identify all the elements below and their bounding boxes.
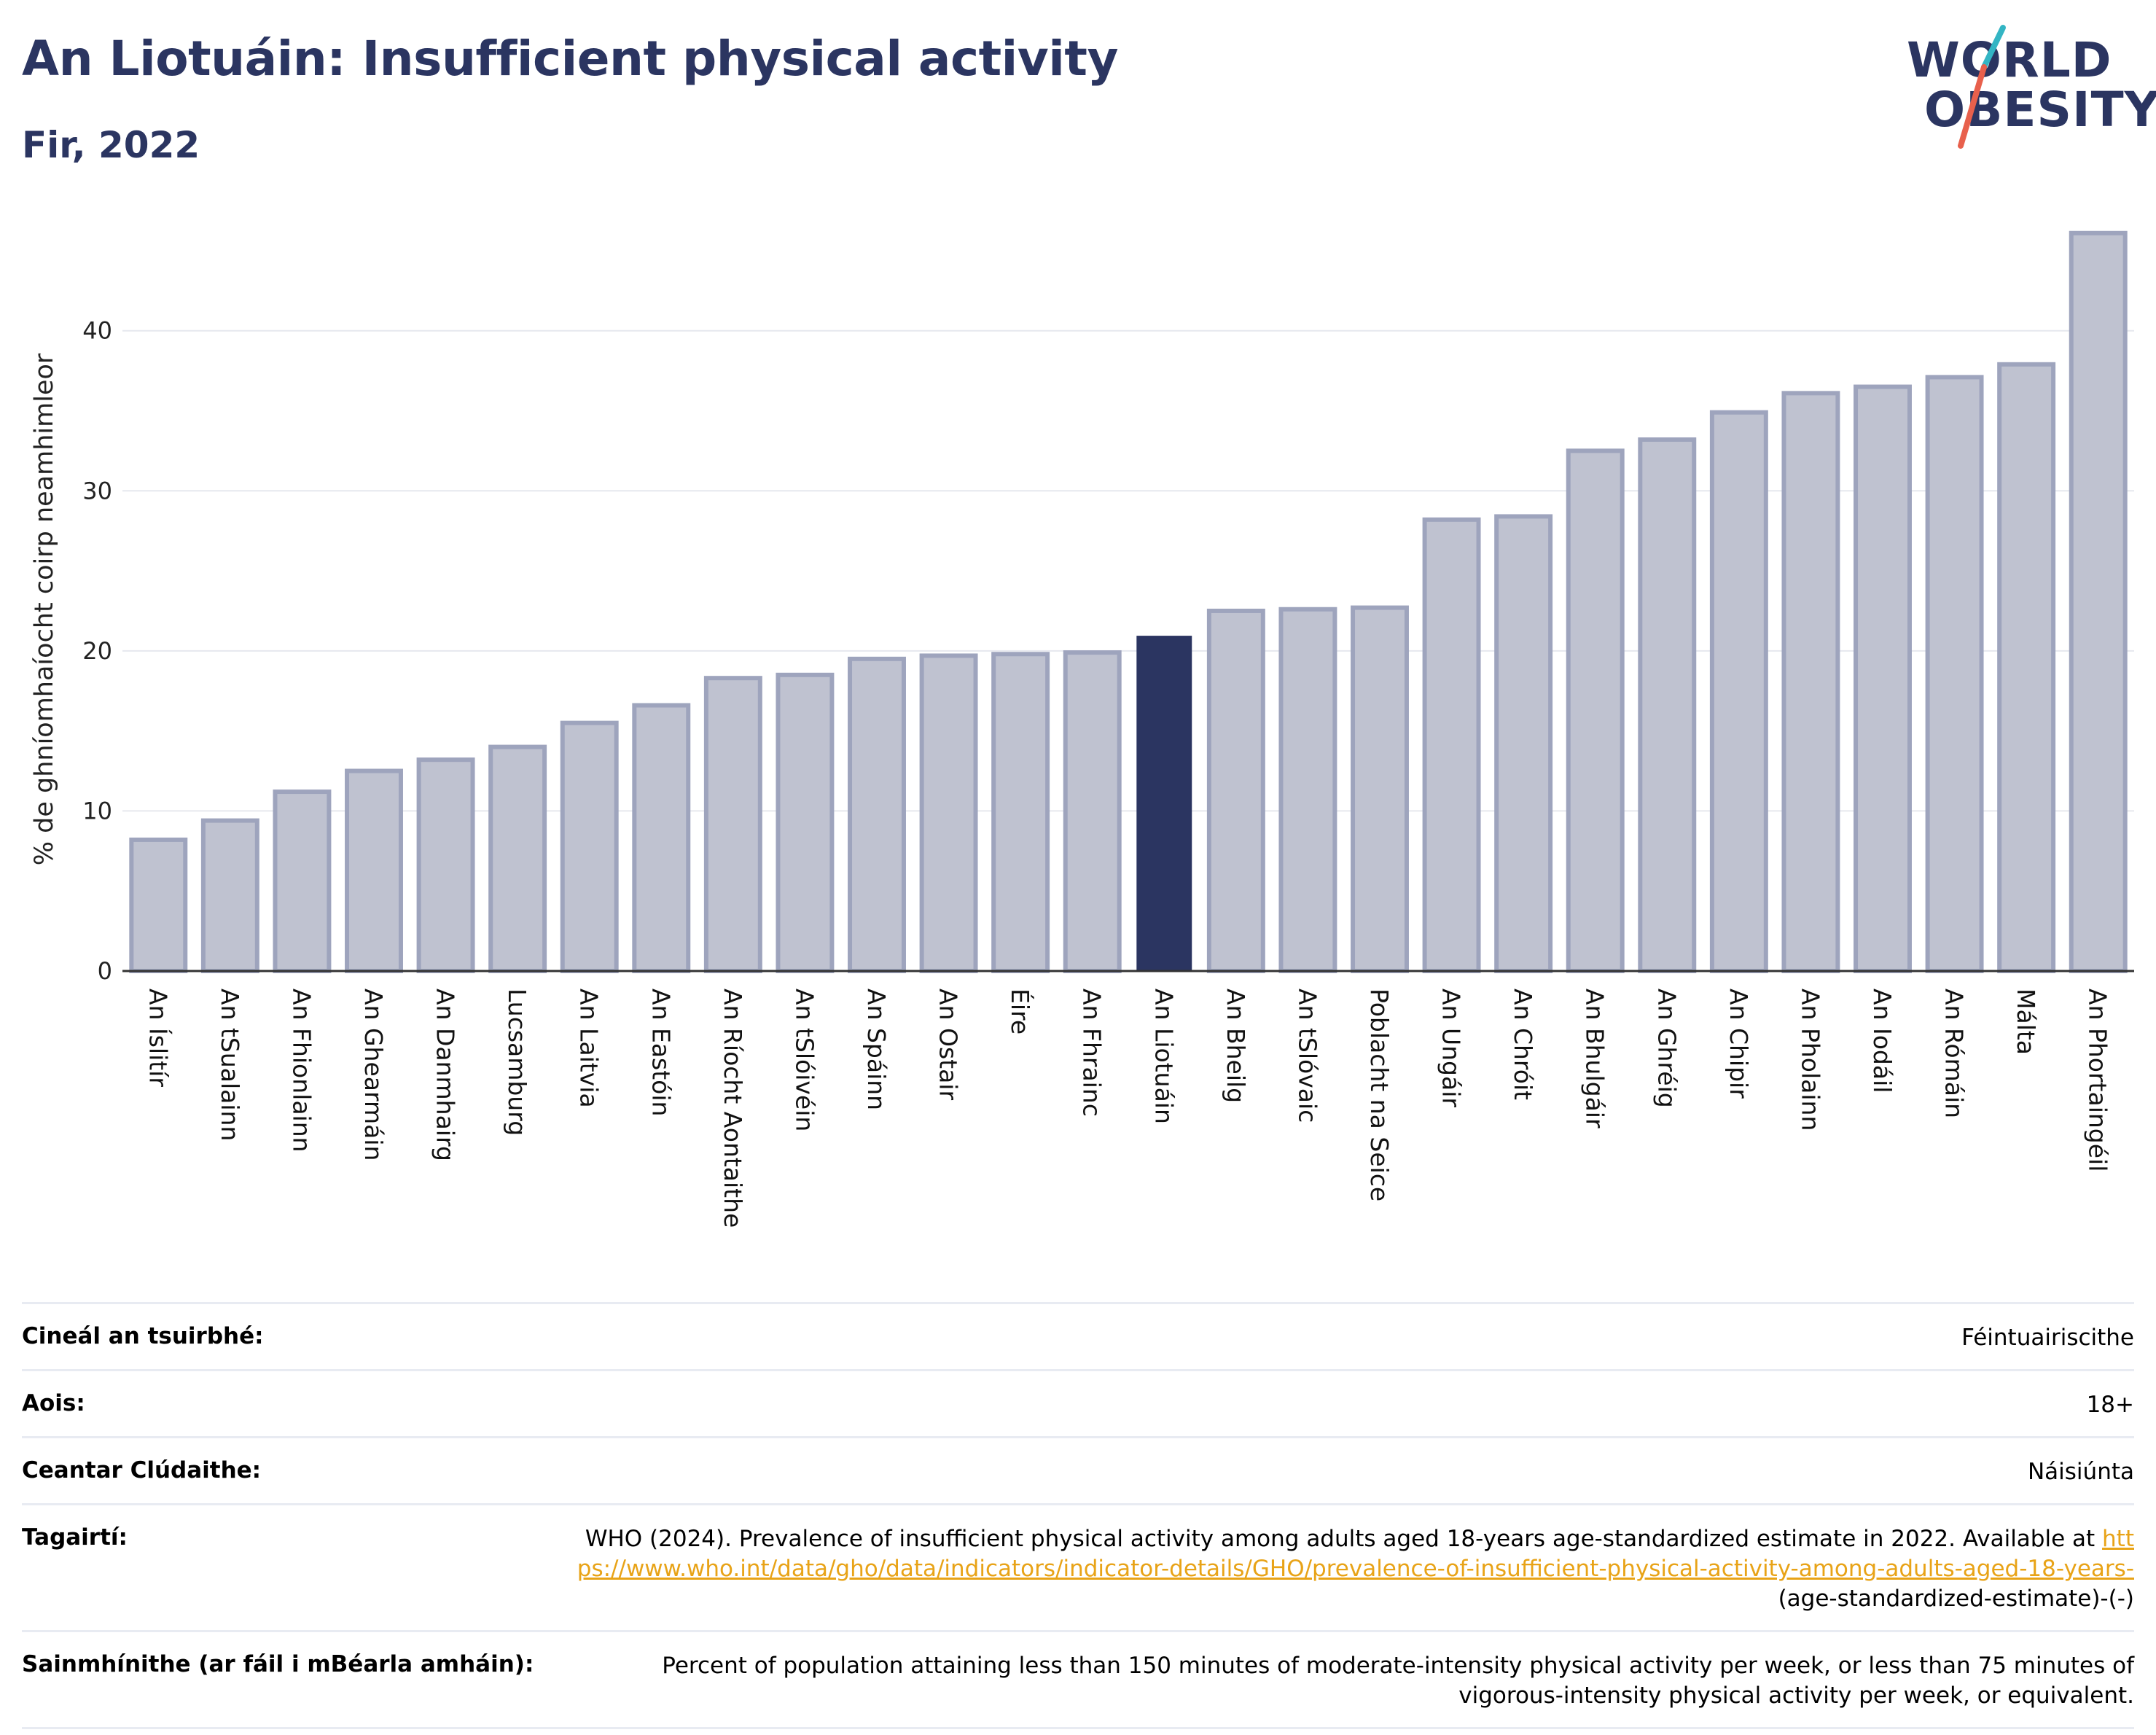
bar xyxy=(1136,636,1192,972)
bar xyxy=(416,757,475,974)
bar xyxy=(1422,517,1481,973)
bar xyxy=(991,652,1050,973)
x-tick-label: An Bheilg xyxy=(1222,989,1250,1103)
x-tick-label: An Liotuáin xyxy=(1149,989,1178,1124)
bar xyxy=(1063,650,1122,973)
x-tick-label: An Íslitír xyxy=(144,989,173,1087)
survey-type-value: Féintuairiscithe xyxy=(1961,1325,2134,1351)
survey-type-label: Cineál an tsuirbhé: xyxy=(22,1323,264,1349)
x-tick-label: An Fhionlainn xyxy=(287,989,316,1153)
x-tick-label: An Ghréig xyxy=(1652,989,1681,1108)
x-tick-label: An Ghearmáin xyxy=(359,989,388,1161)
references-suffix: (age-standardized-estimate)-(-) xyxy=(1778,1586,2134,1612)
x-tick-label: An tSualainn xyxy=(216,989,244,1141)
y-tick-label: 40 xyxy=(82,317,112,345)
x-tick-label: An Ostair xyxy=(934,989,963,1100)
y-tick-label: 0 xyxy=(98,957,112,985)
x-tick-label: An Fhrainc xyxy=(1078,989,1106,1117)
x-tick-label: Éire xyxy=(1006,989,1035,1034)
x-tick-label: An Pholainn xyxy=(1796,989,1824,1131)
bar xyxy=(273,789,332,973)
info-table: Cineál an tsuirbhé: Féintuairiscithe Aoi… xyxy=(22,1302,2134,1729)
bar xyxy=(919,653,978,973)
x-tick-label: Lucsamburg xyxy=(503,989,531,1136)
age-value: 18+ xyxy=(2086,1392,2134,1418)
page-subtitle: Fir, 2022 xyxy=(22,124,200,166)
bar xyxy=(129,837,188,974)
bar xyxy=(632,703,691,974)
logo-slash-icon xyxy=(1958,25,2006,149)
bar xyxy=(345,768,403,973)
info-row-age: Aois: 18+ xyxy=(22,1369,2134,1436)
coverage-label: Ceantar Clúdaithe: xyxy=(22,1457,262,1483)
age-label: Aois: xyxy=(22,1390,85,1416)
x-tick-label: An Laitvia xyxy=(575,989,604,1108)
bar xyxy=(1566,448,1625,973)
bar xyxy=(2069,230,2128,973)
x-tick-label: An Spáinn xyxy=(862,989,891,1110)
page-title: An Liotuáin: Insufficient physical activ… xyxy=(22,31,1118,87)
x-tick-label: An Phortaingéil xyxy=(2084,989,2112,1171)
y-tick-label: 10 xyxy=(82,797,112,824)
x-tick-label: An Ríocht Aontaithe xyxy=(719,989,747,1228)
x-tick-label: An Rómáin xyxy=(1940,989,1969,1118)
bar xyxy=(776,672,835,973)
bar xyxy=(1854,384,1912,973)
coverage-value: Náisiúnta xyxy=(2027,1459,2134,1485)
x-tick-label: An Chipir xyxy=(1725,989,1753,1099)
info-row-coverage: Ceantar Clúdaithe: Náisiúnta xyxy=(22,1436,2134,1503)
bar xyxy=(488,744,547,973)
bar xyxy=(1206,608,1265,973)
x-tick-label: An Danmhairg xyxy=(431,989,460,1161)
y-axis-label: % de ghníomhaíocht coirp neamhimleor xyxy=(30,353,59,865)
definitions-value: Percent of population attaining less tha… xyxy=(662,1653,2134,1709)
bar xyxy=(200,818,259,973)
x-tick-label: An Ungáir xyxy=(1437,989,1466,1107)
bar xyxy=(1494,514,1553,973)
x-tick-label: An tSlóivéin xyxy=(790,989,819,1131)
references-link[interactable]: https://www.who.int/data/gho/data/indica… xyxy=(577,1526,2134,1582)
x-tick-label: An Eastóin xyxy=(647,989,675,1116)
bar xyxy=(848,656,906,973)
bar xyxy=(1351,605,1409,974)
x-tick-label: An Bhulgáir xyxy=(1581,989,1609,1128)
references-label: Tagairtí: xyxy=(22,1524,128,1551)
y-tick-label: 20 xyxy=(82,637,112,665)
x-tick-label: An Iodáil xyxy=(1868,989,1897,1093)
logo-text-line1: WORLD xyxy=(1907,32,2112,88)
bar xyxy=(1709,410,1768,973)
definitions-label: Sainmhínithe (ar fáil i mBéarla amháin): xyxy=(22,1651,534,1677)
bar xyxy=(1925,375,1984,973)
references-text: WHO (2024). Prevalence of insufficient p… xyxy=(585,1526,2096,1552)
x-tick-label: Poblacht na Seice xyxy=(1365,989,1394,1201)
bar xyxy=(1638,437,1697,973)
bar xyxy=(1781,391,1840,973)
info-row-references: Tagairtí: WHO (2024). Prevalence of insu… xyxy=(22,1503,2134,1630)
y-tick-label: 30 xyxy=(82,477,112,504)
bar xyxy=(1997,362,2056,974)
bar xyxy=(560,720,619,973)
world-obesity-logo: WORLD OBESITY xyxy=(1895,22,2156,153)
info-row-survey-type: Cineál an tsuirbhé: Féintuairiscithe xyxy=(22,1302,2134,1369)
bar xyxy=(703,676,762,973)
x-tick-label: Málta xyxy=(2012,989,2040,1055)
references-value: WHO (2024). Prevalence of insufficient p… xyxy=(574,1524,2134,1614)
bar-chart: 0 10 20 30 40 % de ghníomhaíocht coirp neamhi… xyxy=(30,230,2134,1228)
info-row-definitions: Sainmhínithe (ar fáil i mBéarla amháin):… xyxy=(22,1630,2134,1729)
x-tick-label: An Chróit xyxy=(1509,989,1537,1100)
x-tick-label: An tSlóvaic xyxy=(1293,989,1321,1123)
bar xyxy=(1278,607,1337,974)
